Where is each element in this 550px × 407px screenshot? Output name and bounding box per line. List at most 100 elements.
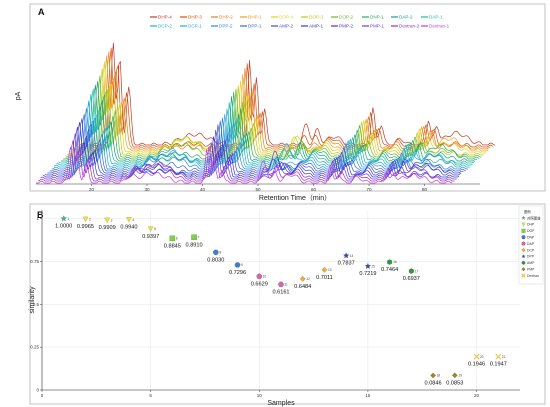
- point-index-label: 9: [241, 263, 243, 267]
- point-marker: [430, 372, 436, 379]
- point-value-label: 0.6161: [272, 289, 289, 295]
- legend-label: PMP-1: [370, 24, 384, 29]
- panel-b-y-tick-label: 0.75: [30, 259, 39, 264]
- point-marker-stroke: [521, 273, 526, 278]
- legend-label: DCP: [527, 248, 535, 252]
- chromatogram-trace: [69, 61, 486, 154]
- point-value-label: 0.1947: [490, 362, 507, 368]
- panel-a-traces: [36, 42, 496, 184]
- panel-a-x-tick-label: 50: [255, 187, 261, 192]
- legend-label: DHP-3: [188, 15, 202, 20]
- point-marker: [521, 260, 526, 265]
- point-marker: [104, 217, 111, 224]
- legend-label: DOP-3: [309, 15, 323, 20]
- panel-b-legend-title: 图例: [524, 209, 531, 214]
- point-marker: [364, 262, 372, 269]
- panel-a-x-tick-label: 40: [200, 187, 206, 192]
- panel-a-x-tick-label: 30: [144, 187, 150, 192]
- panel-b-grid: [41, 210, 520, 391]
- chromatogram-trace: [38, 140, 455, 182]
- legend-label: DHP-1: [248, 15, 262, 20]
- point-marker: [256, 273, 263, 280]
- point-marker: [213, 249, 219, 256]
- point-index-label: 16: [393, 260, 397, 264]
- panel-b-x-tick-label: 0: [41, 393, 44, 398]
- point-marker: [82, 216, 89, 223]
- point-marker: [452, 372, 458, 379]
- point-value-label: 0.0853: [446, 380, 463, 386]
- panel-b-y-tick-label: 0.5: [33, 302, 40, 307]
- panel-b-y-tick-label: 1: [36, 216, 39, 221]
- chromatogram-trace: [53, 100, 471, 168]
- panel-a-legend: DHP-4 DHP-3 DHP-2 DHP-1 DOP-4 DOP-3 DOP-2 DNP-1…: [150, 15, 450, 29]
- legend-label: DHP-4: [158, 15, 172, 20]
- point-value-label: 0.7296: [229, 270, 246, 276]
- panel-b-points: 1 1.0000 2 0.9965 3 0.9909 4 0.9940 5 0.9397 6 0.88…: [55, 215, 507, 386]
- chromatogram-trace: [65, 75, 482, 158]
- panel-b-y-tick-label: 0.25: [30, 345, 39, 350]
- point-index-label: 8: [219, 251, 221, 255]
- point-marker: [521, 247, 526, 253]
- point-index-label: 1: [67, 217, 69, 221]
- legend-label: 对照图谱: [527, 215, 541, 220]
- point-value-label: 0.7011: [316, 275, 333, 281]
- point-index-label: 15: [371, 264, 375, 268]
- panel-a-x-tick-label: 80: [422, 187, 428, 192]
- point-marker: [521, 235, 526, 240]
- panel-b-legend: 图例 对照图谱 DHP DOP DNP DAP DCP DPP AMP PMP Dextran: [518, 205, 544, 285]
- panel-b-x-tick-label: 5: [149, 393, 152, 398]
- legend-label: DAP-1: [429, 15, 443, 20]
- legend-label: PMP-2: [339, 24, 353, 29]
- point-value-label: 0.9940: [120, 225, 137, 231]
- point-marker: [387, 259, 393, 265]
- panel-b-xlabel: Samples: [267, 400, 295, 407]
- panel-a-x-tick-label: 20: [89, 187, 95, 192]
- point-marker: [473, 353, 480, 360]
- legend-label: AMP: [527, 261, 535, 265]
- panel-b-letter: B: [37, 210, 44, 220]
- point-marker: [521, 267, 526, 272]
- legend-label: DCP-1: [188, 24, 202, 29]
- point-index-label: 14: [350, 254, 354, 258]
- point-index-label: 5: [154, 227, 156, 231]
- legend-label: DHP: [527, 223, 535, 227]
- chromatogram-trace: [56, 93, 473, 166]
- point-value-label: 0.7219: [359, 271, 376, 277]
- legend-label: PMP: [527, 268, 535, 272]
- panel-b-x-tick-label: 10: [257, 393, 263, 398]
- point-value-label: 1.0000: [55, 224, 72, 230]
- panel-a-letter: A: [38, 7, 45, 17]
- point-index-label: 20: [480, 355, 484, 359]
- point-index-label: 21: [502, 355, 506, 359]
- legend-label: Dextran-1: [429, 24, 450, 29]
- point-index-label: 7: [198, 235, 200, 239]
- panel-b: B 0 5 10 15 20 0 0.25 0.5 0.75 1 1 1.0000 2 0.9965 3 0…: [29, 203, 546, 407]
- legend-label: AMP-1: [309, 24, 323, 29]
- panel-a: A pA Retention Time（min） DHP-4 DHP-3 DHP-2…: [15, 3, 546, 202]
- point-marker: [521, 254, 526, 259]
- point-marker: [126, 217, 132, 223]
- point-marker-stroke: [495, 353, 502, 360]
- legend-label: DOP: [527, 229, 535, 233]
- chromatogram-trace: [74, 51, 491, 150]
- point-marker: [321, 266, 328, 273]
- point-marker: [147, 226, 154, 232]
- point-marker-stroke: [473, 353, 480, 360]
- point-value-label: 0.6937: [403, 276, 420, 282]
- point-value-label: 0.6629: [251, 281, 268, 287]
- point-value-label: 0.9965: [77, 224, 94, 230]
- point-index-label: 13: [328, 268, 332, 272]
- point-marker: [343, 252, 350, 259]
- point-marker: [521, 228, 526, 233]
- point-value-label: 0.8910: [186, 242, 203, 248]
- point-marker: [234, 262, 241, 268]
- point-marker: [495, 353, 502, 360]
- panel-a-frame: [29, 3, 546, 192]
- panel-b-x-tick-label: 20: [474, 393, 480, 398]
- panel-a-x-tick-label: 70: [366, 187, 372, 192]
- point-value-label: 0.0846: [425, 380, 442, 386]
- legend-label: DHP-2: [219, 15, 233, 20]
- panel-a-ylabel: pA: [15, 91, 22, 100]
- legend-label: DOP-2: [339, 15, 353, 20]
